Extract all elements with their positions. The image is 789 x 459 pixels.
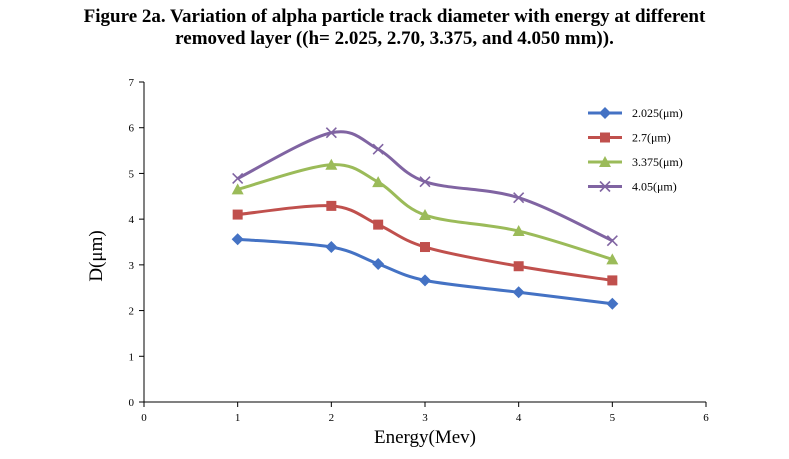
data-point [325, 127, 337, 139]
data-point [607, 275, 618, 286]
y-tick-label: 3 [129, 260, 135, 272]
x-tick-label: 5 [610, 412, 616, 424]
legend: 2.025(μm) 2.7(μm) 3.375(μm) 4.05(μm) [588, 106, 683, 194]
data-point [372, 143, 384, 155]
data-point [325, 158, 338, 170]
data-point [231, 233, 244, 246]
legend-marker [599, 156, 611, 167]
legend-item: 2.7(μm) [588, 131, 671, 145]
x-marker-stroke [419, 176, 431, 188]
y-axis-label: D(μm) [86, 230, 107, 281]
series-3 [231, 158, 619, 265]
x-tick-label: 2 [329, 412, 335, 424]
y-tick-label: 5 [129, 168, 135, 180]
data-point [419, 176, 431, 188]
data-point [419, 209, 431, 221]
x-tick-label: 6 [703, 412, 709, 424]
data-point [419, 274, 431, 287]
legend-item: 3.375(μm) [588, 155, 683, 169]
data-point [372, 176, 385, 188]
data-point [231, 183, 244, 195]
data-point [420, 242, 430, 253]
y-tick-label: 1 [129, 351, 135, 363]
legend-marker [600, 132, 610, 143]
series-1 [231, 233, 619, 310]
data-point [606, 297, 619, 310]
legend-label: 2.025(μm) [632, 106, 683, 120]
series-line [237, 163, 613, 261]
axes: 0 1 2 3 4 5 6 7 0 1 2 3 4 5 6 [129, 77, 710, 424]
x-marker-stroke [599, 180, 611, 193]
figure-title: Figure 2a. Variation of alpha particle t… [0, 6, 789, 50]
data-point [513, 192, 525, 204]
data-point [513, 261, 524, 272]
series-layer [231, 127, 619, 310]
legend-marker [599, 107, 611, 119]
x-tick-label: 4 [516, 412, 522, 424]
x-marker-stroke [606, 235, 618, 247]
data-point [325, 241, 338, 254]
x-axis-label: Energy(Mev) [374, 427, 476, 448]
y-tick-label: 7 [129, 77, 135, 89]
x-marker-stroke [325, 127, 337, 139]
x-marker-stroke [513, 192, 525, 204]
x-marker-stroke [232, 172, 244, 185]
legend-item: 4.05(μm) [588, 180, 677, 194]
legend-item: 2.025(μm) [588, 106, 683, 120]
data-point [606, 253, 619, 265]
data-point [606, 235, 618, 247]
legend-marker [599, 180, 611, 193]
data-point [232, 172, 244, 185]
series-line [237, 204, 613, 282]
legend-label: 3.375(μm) [632, 155, 683, 169]
legend-label: 2.7(μm) [632, 131, 671, 145]
y-tick-label: 6 [129, 123, 135, 135]
data-point [512, 286, 525, 299]
x-tick-label: 1 [235, 412, 241, 424]
series-2 [232, 200, 618, 286]
data-point [326, 200, 337, 211]
y-tick-label: 0 [129, 397, 135, 409]
data-point [512, 225, 525, 237]
x-tick-label: 3 [422, 412, 428, 424]
x-tick-label: 0 [141, 412, 147, 424]
data-point [232, 209, 243, 220]
series-line [237, 130, 613, 242]
data-point [372, 257, 385, 270]
series-4 [232, 127, 618, 247]
data-point [373, 219, 384, 230]
x-marker-stroke [372, 143, 384, 155]
legend-label: 4.05(μm) [632, 180, 677, 194]
series-line [237, 237, 613, 306]
figure-title-line-2: removed layer ((h= 2.025, 2.70, 3.375, a… [175, 28, 614, 49]
y-tick-label: 2 [129, 306, 135, 318]
y-tick-label: 4 [129, 214, 135, 226]
figure-title-line-1: Figure 2a. Variation of alpha particle t… [83, 6, 706, 27]
